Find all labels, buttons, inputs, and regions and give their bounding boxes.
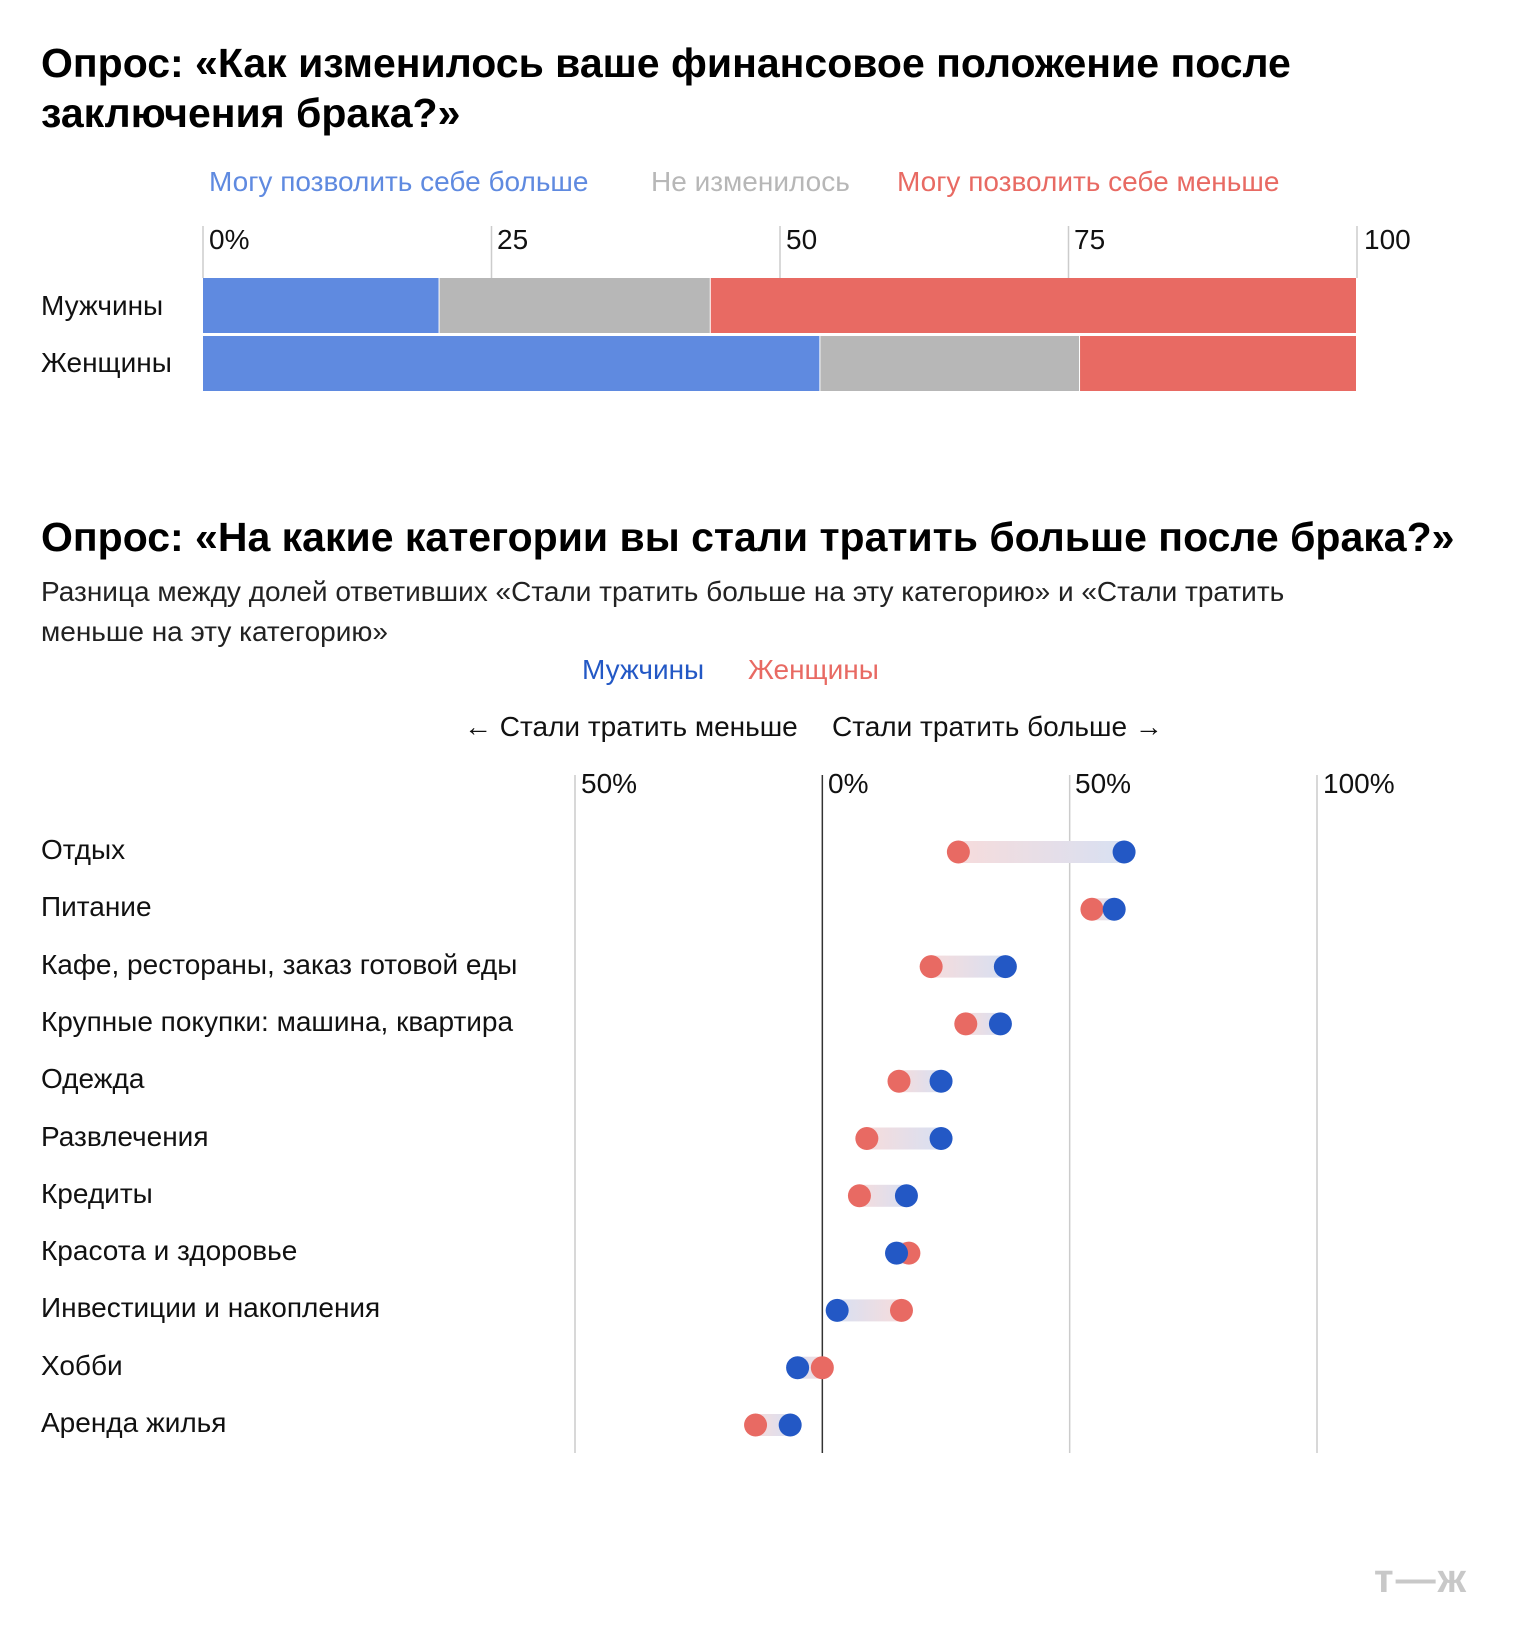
chart2-tick-0: 0% [828, 768, 869, 799]
category-label: Питание [41, 891, 152, 923]
dumbbell-connector [859, 1184, 907, 1207]
point-men [825, 1298, 849, 1322]
chart1-tick-0: 0% [209, 224, 250, 255]
point-women [919, 955, 943, 979]
legend-women: Женщины [748, 654, 879, 685]
point-men [885, 1241, 909, 1265]
category-label: Кафе, рестораны, заказ готовой еды [41, 948, 518, 980]
chart1-tick-50: 50 [786, 224, 818, 255]
dumbbell-connector [866, 1127, 942, 1150]
chart1-category-men: Мужчины [41, 290, 164, 321]
category-label: Развлечения [41, 1120, 209, 1152]
point-women [744, 1413, 768, 1437]
chart1-title: Опрос: «Как изменилось ваше финансовое п… [41, 40, 1291, 136]
point-women [954, 1012, 978, 1036]
point-women [887, 1069, 911, 1093]
category-label: Красота и здоровье [41, 1235, 298, 1267]
brand-logo: т—ж [1374, 1557, 1468, 1601]
legend-men: Мужчины [582, 654, 705, 685]
point-men [929, 1069, 953, 1093]
direction-label-less: ← Стали тратить меньше [464, 711, 798, 742]
legend-less: Могу позволить себе меньше [897, 166, 1280, 197]
dumbbell-connector [931, 955, 1006, 978]
chart2-subtitle: Разница между долей ответивших «Стали тр… [41, 576, 1285, 647]
chart2-title: Опрос: «На какие категории вы стали трат… [41, 514, 1455, 560]
point-men [993, 955, 1017, 979]
chart1-tick-75: 75 [1074, 224, 1106, 255]
chart1-category-women: Женщины [41, 347, 172, 378]
bar-segment [710, 278, 1356, 333]
chart2-tick-100: 100% [1323, 768, 1395, 799]
bar-segment [439, 278, 710, 333]
chart1-tick-25: 25 [497, 224, 529, 255]
dumbbell-connector [958, 841, 1125, 863]
point-women [847, 1184, 871, 1208]
point-men [894, 1184, 918, 1208]
point-men [1102, 897, 1126, 921]
point-women [1080, 897, 1104, 921]
chart1-tick-100: 100 [1364, 224, 1411, 255]
category-label: Одежда [41, 1063, 145, 1095]
legend-unchanged: Не изменилось [651, 166, 850, 197]
category-label: Кредиты [41, 1177, 153, 1209]
category-label: Аренда жилья [41, 1407, 227, 1438]
category-label: Хобби [41, 1349, 123, 1381]
bar-segment [1080, 336, 1356, 391]
point-women [889, 1298, 913, 1322]
legend-more: Могу позволить себе больше [209, 166, 589, 197]
dumbbell-connector [837, 1299, 902, 1322]
point-women [855, 1127, 879, 1150]
category-label: Крупные покупки: машина, квартира [41, 1005, 514, 1037]
point-men [929, 1127, 953, 1150]
point-women [810, 1356, 834, 1380]
point-women [946, 840, 970, 864]
point-men [778, 1413, 802, 1437]
dumbbell-connector [899, 1070, 942, 1093]
bar-segment [820, 336, 1080, 391]
category-label: Отдых [41, 834, 126, 865]
point-men [1112, 840, 1136, 864]
bar-segment [203, 336, 820, 391]
point-men [988, 1012, 1012, 1036]
category-label: Инвестиции и накопления [41, 1292, 381, 1324]
chart2-tick-50: 50% [1075, 768, 1132, 799]
direction-label-more: Стали тратить больше → [832, 711, 1163, 742]
point-men [786, 1356, 810, 1380]
bar-segment [203, 278, 439, 333]
chart2-tick-minus50: 50% [581, 768, 638, 799]
